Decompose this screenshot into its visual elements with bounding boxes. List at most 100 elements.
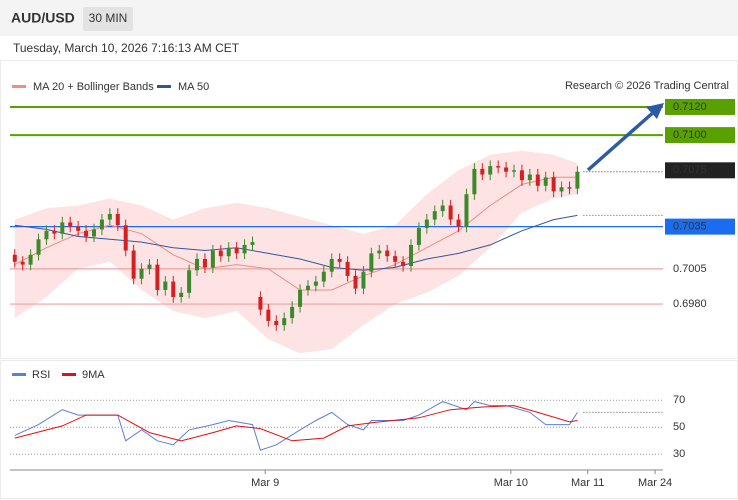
interval-box (83, 7, 133, 31)
symbol: AUD/USD (11, 10, 75, 26)
level-box (665, 98, 735, 115)
candle-body (123, 225, 128, 251)
candle-body (559, 187, 564, 192)
source: Research © 2026 Trading Central (565, 80, 729, 92)
y-tick-label: 30 (673, 448, 685, 460)
candle-body (496, 166, 501, 168)
candle-body (321, 271, 326, 282)
timestamp: Tuesday, March 10, 2026 7:16:13 AM CET (13, 41, 240, 55)
candle-body (155, 264, 160, 290)
candle-body (512, 170, 517, 172)
x-tick-label: Mar 10 (494, 477, 528, 489)
legend-swatch (12, 373, 26, 376)
candle-body (195, 258, 200, 271)
candle-body (36, 239, 41, 255)
candle-body (329, 258, 334, 272)
candle-body (99, 219, 104, 230)
candle-body (527, 174, 532, 181)
candle-body (171, 281, 176, 298)
x-tick-label: Mar 9 (251, 477, 279, 489)
candle-body (401, 261, 406, 267)
candle-body (519, 170, 524, 181)
candle-body (242, 244, 247, 254)
candle-body (52, 230, 57, 234)
rsi-plot: 70 50 30 Mar 9 Mar 10 Mar 11 Mar 24 RSI 9MA (10, 369, 685, 489)
candle-body (210, 250, 215, 268)
candle-body (92, 229, 97, 237)
candle-body (76, 226, 81, 231)
candle-body (456, 219, 461, 227)
candle-body (416, 228, 421, 245)
candle-body (567, 187, 572, 189)
candle-body (424, 219, 429, 229)
candle-body (28, 254, 33, 265)
level-label: 0.7075 (673, 164, 707, 176)
candle-body (385, 250, 390, 257)
candle-body (282, 318, 287, 326)
candle-body (12, 254, 17, 262)
candle-body (480, 168, 485, 175)
candle-body (298, 289, 303, 307)
candle-body (504, 167, 509, 172)
candle-body (234, 247, 239, 254)
candle-body (290, 306, 295, 319)
bollinger-band (14, 150, 578, 354)
main-plot: 0.7120 0.7100 0.7075 0.7035 0.7005 0.6980 MA 2… (10, 81, 735, 354)
forecast-arrow-head (646, 103, 664, 119)
candle-body (179, 292, 184, 298)
candle-body (68, 222, 73, 227)
x-tick-label: Mar 24 (638, 477, 672, 489)
candle-body (250, 242, 255, 245)
candle-body (305, 285, 310, 290)
level-label: 0.7100 (673, 129, 707, 141)
candle-body (274, 320, 279, 326)
x-tick-label: Mar 11 (571, 477, 604, 489)
candle-body (551, 177, 556, 192)
level-label: 0.7035 (673, 221, 707, 233)
candle-body (202, 258, 207, 268)
candle-body (258, 297, 263, 310)
legend-label: RSI (32, 369, 50, 381)
moving-average (14, 214, 578, 271)
candle-body (353, 275, 358, 289)
candle-body (84, 230, 89, 237)
legend-label: 9MA (82, 369, 105, 381)
candle-body (226, 247, 231, 257)
candle-body (115, 213, 120, 226)
candle-body (163, 281, 168, 290)
level-label: 0.7005 (673, 263, 707, 275)
candle-body (337, 258, 342, 262)
legend-swatch (157, 85, 171, 88)
candle-body (266, 309, 271, 321)
candle-body (44, 230, 49, 240)
level-label: 0.7120 (673, 101, 707, 113)
forecast-arrow (586, 108, 658, 172)
candle-body (361, 271, 366, 289)
level-label: 0.6980 (673, 298, 707, 310)
level-box (665, 162, 735, 179)
legend-label: MA 20 + Bollinger Bands (33, 81, 154, 93)
candle-body (131, 250, 136, 279)
candle-body (448, 205, 453, 220)
candle-body (345, 261, 350, 276)
candle-body (377, 250, 382, 254)
candle-body (139, 268, 144, 279)
candle-body (393, 256, 398, 262)
candle-body (543, 177, 548, 186)
legend-swatch (12, 85, 26, 88)
rsi-line (14, 401, 578, 451)
candle-body (575, 171, 580, 189)
rsi-ma-line (14, 405, 578, 442)
candle-body (187, 270, 192, 293)
candle-body (147, 264, 152, 269)
legend-label: MA 50 (178, 81, 209, 93)
candle-body (313, 281, 318, 286)
y-tick-label: 70 (673, 394, 685, 406)
candle-body (488, 166, 493, 175)
interval: 30 MIN (89, 11, 128, 25)
candle-body (464, 194, 469, 227)
candle-body (432, 211, 437, 220)
candle-body (107, 213, 112, 220)
